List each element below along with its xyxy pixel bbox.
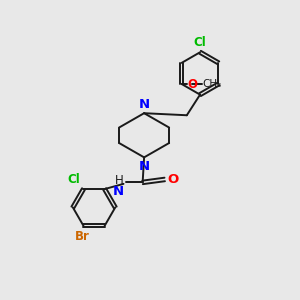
Text: O: O (188, 77, 198, 91)
Text: Cl: Cl (67, 173, 80, 186)
Text: N: N (139, 160, 150, 173)
Text: N: N (112, 185, 124, 198)
Text: Cl: Cl (194, 36, 206, 49)
Text: H: H (115, 174, 124, 188)
Text: N: N (139, 98, 150, 111)
Text: CH₃: CH₃ (202, 79, 222, 89)
Text: Br: Br (74, 230, 89, 243)
Text: O: O (168, 173, 179, 186)
